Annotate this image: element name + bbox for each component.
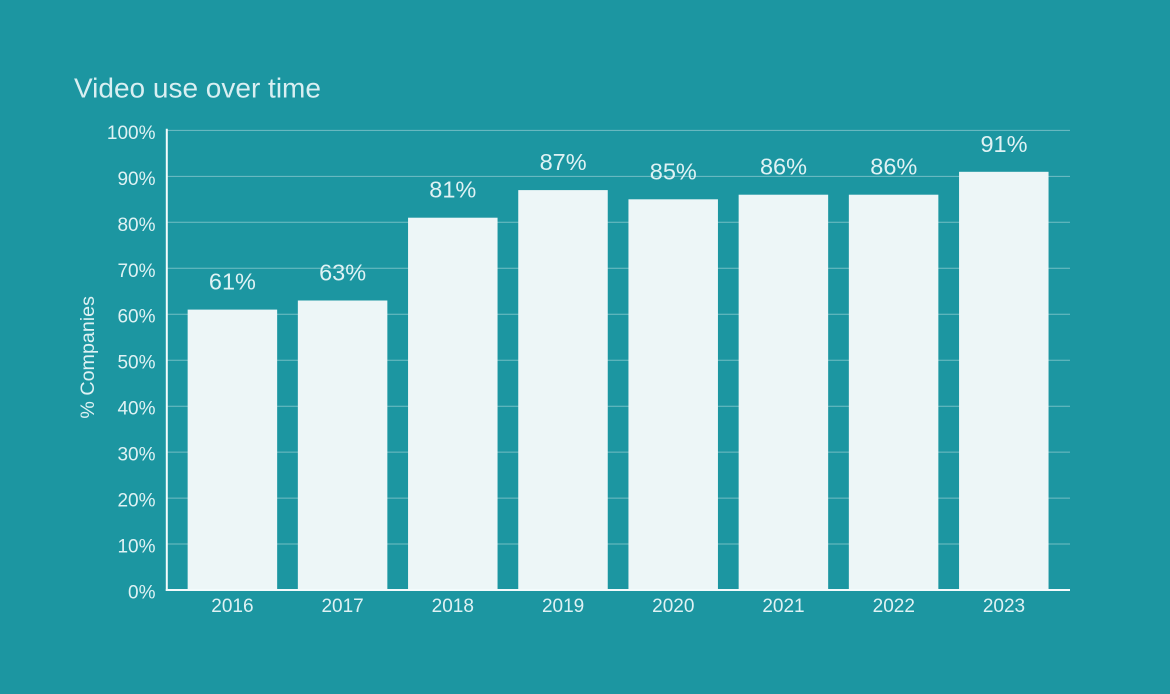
svg-text:87%: 87% [540,149,587,175]
svg-text:2016: 2016 [211,596,253,617]
svg-text:100%: 100% [107,123,156,144]
svg-text:20%: 20% [117,491,155,512]
svg-text:2023: 2023 [983,596,1025,617]
svg-text:80%: 80% [117,215,155,236]
svg-text:10%: 10% [117,537,155,558]
svg-text:2022: 2022 [873,596,915,617]
svg-text:63%: 63% [319,259,366,285]
svg-text:60%: 60% [117,307,155,328]
svg-text:30%: 30% [117,445,155,466]
svg-text:2021: 2021 [762,596,804,617]
svg-text:2019: 2019 [542,596,584,617]
svg-text:2017: 2017 [321,596,363,617]
svg-text:85%: 85% [650,158,697,184]
svg-text:86%: 86% [760,154,807,180]
svg-text:% Companies: % Companies [77,296,99,419]
svg-text:61%: 61% [209,269,256,295]
svg-text:90%: 90% [117,169,155,190]
svg-text:81%: 81% [429,177,476,203]
svg-text:2018: 2018 [432,596,474,617]
svg-text:40%: 40% [117,399,155,420]
svg-text:0%: 0% [128,583,156,604]
svg-text:2020: 2020 [652,596,694,617]
svg-text:91%: 91% [980,131,1027,157]
svg-text:50%: 50% [117,353,155,374]
svg-text:70%: 70% [117,261,155,282]
svg-text:86%: 86% [870,154,917,180]
svg-text:Video use over time: Video use over time [74,73,321,104]
